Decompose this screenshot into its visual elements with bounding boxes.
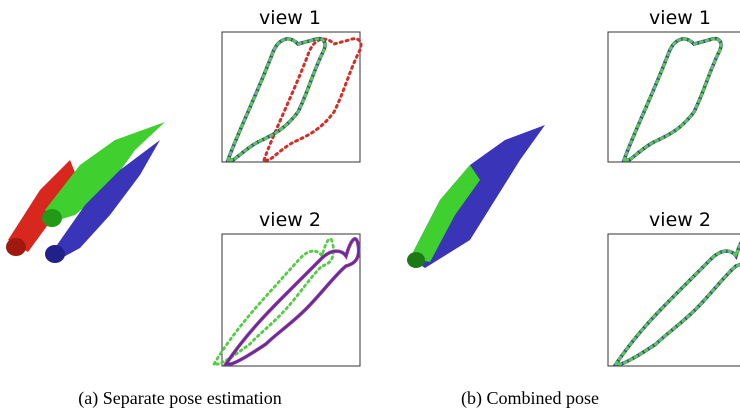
view-label: view 1 xyxy=(649,7,711,29)
view-label: view 2 xyxy=(259,209,321,231)
view-box xyxy=(222,234,360,366)
object-render-b xyxy=(407,125,545,268)
caption: (b) Combined pose xyxy=(461,388,599,409)
caption: (a) Separate pose estimation xyxy=(78,388,281,409)
view-label: view 2 xyxy=(649,209,711,231)
object-render-a xyxy=(6,122,165,263)
figure: view 1 view 2 view 1 view 2 (a) Separate… xyxy=(0,0,740,418)
view-label: view 1 xyxy=(259,7,321,29)
